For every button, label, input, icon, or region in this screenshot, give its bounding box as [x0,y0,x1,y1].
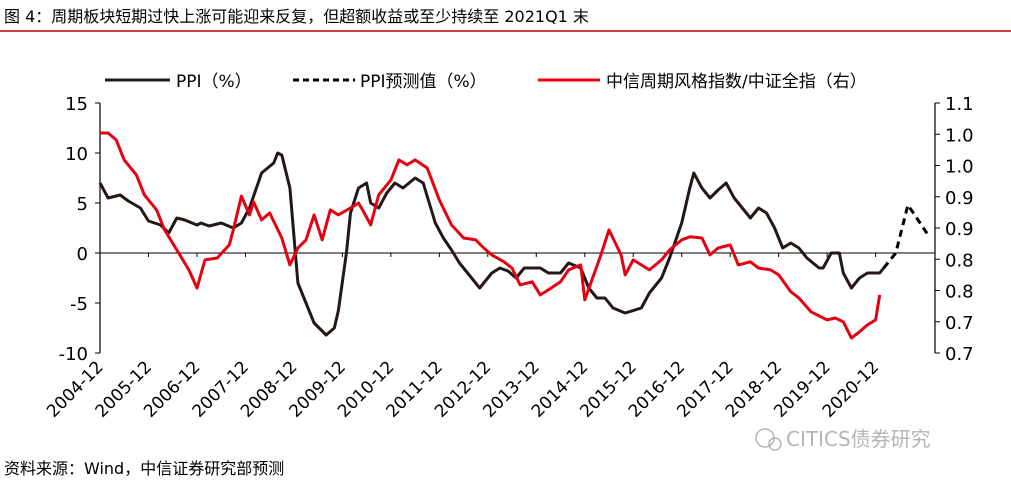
legend-label-ppi: PPI（%） [176,72,252,92]
legend-label-forecast: PPI预测值（%） [360,72,487,92]
right-tick-label: 1.1 [945,94,974,115]
legend: PPI（%） PPI预测值（%） 中信周期风格指数/中证全指（右） [105,72,867,92]
right-tick-label: 0.9 [945,219,974,240]
left-tick-label: -5 [70,294,88,315]
right-tick-label: 0.8 [945,282,974,303]
left-tick-label: 0 [77,244,88,265]
watermark-logo-icon-dot [768,437,782,451]
ppi-forecast-line [882,203,930,269]
figure-title: 图 4：周期板块短期过快上涨可能迎来反复，但超额收益或至少持续至 2021Q1 … [4,7,589,26]
right-tick-label: 0.8 [945,250,974,271]
left-tick-label: -10 [59,344,88,365]
watermark-logo-icon [755,428,775,448]
right-tick-label: 0.9 [945,188,974,209]
left-tick-label: 10 [65,144,88,165]
watermark: CITICS债券研究 [755,427,931,451]
right-tick-label: 0.7 [945,313,974,334]
series [98,131,930,340]
right-tick-label: 1.0 [945,125,974,146]
legend-label-index: 中信周期风格指数/中证全指（右） [606,72,867,92]
ppi-line [98,151,885,337]
left-tick-label: 15 [65,94,88,115]
left-tick-label: 5 [77,194,88,215]
watermark-text: CITICS债券研究 [786,427,931,451]
cycle-index-line [100,131,882,340]
source-note: 资料来源：Wind，中信证券研究部预测 [4,459,284,478]
right-tick-label: 0.7 [945,344,974,365]
right-tick-label: 1.0 [945,157,974,178]
